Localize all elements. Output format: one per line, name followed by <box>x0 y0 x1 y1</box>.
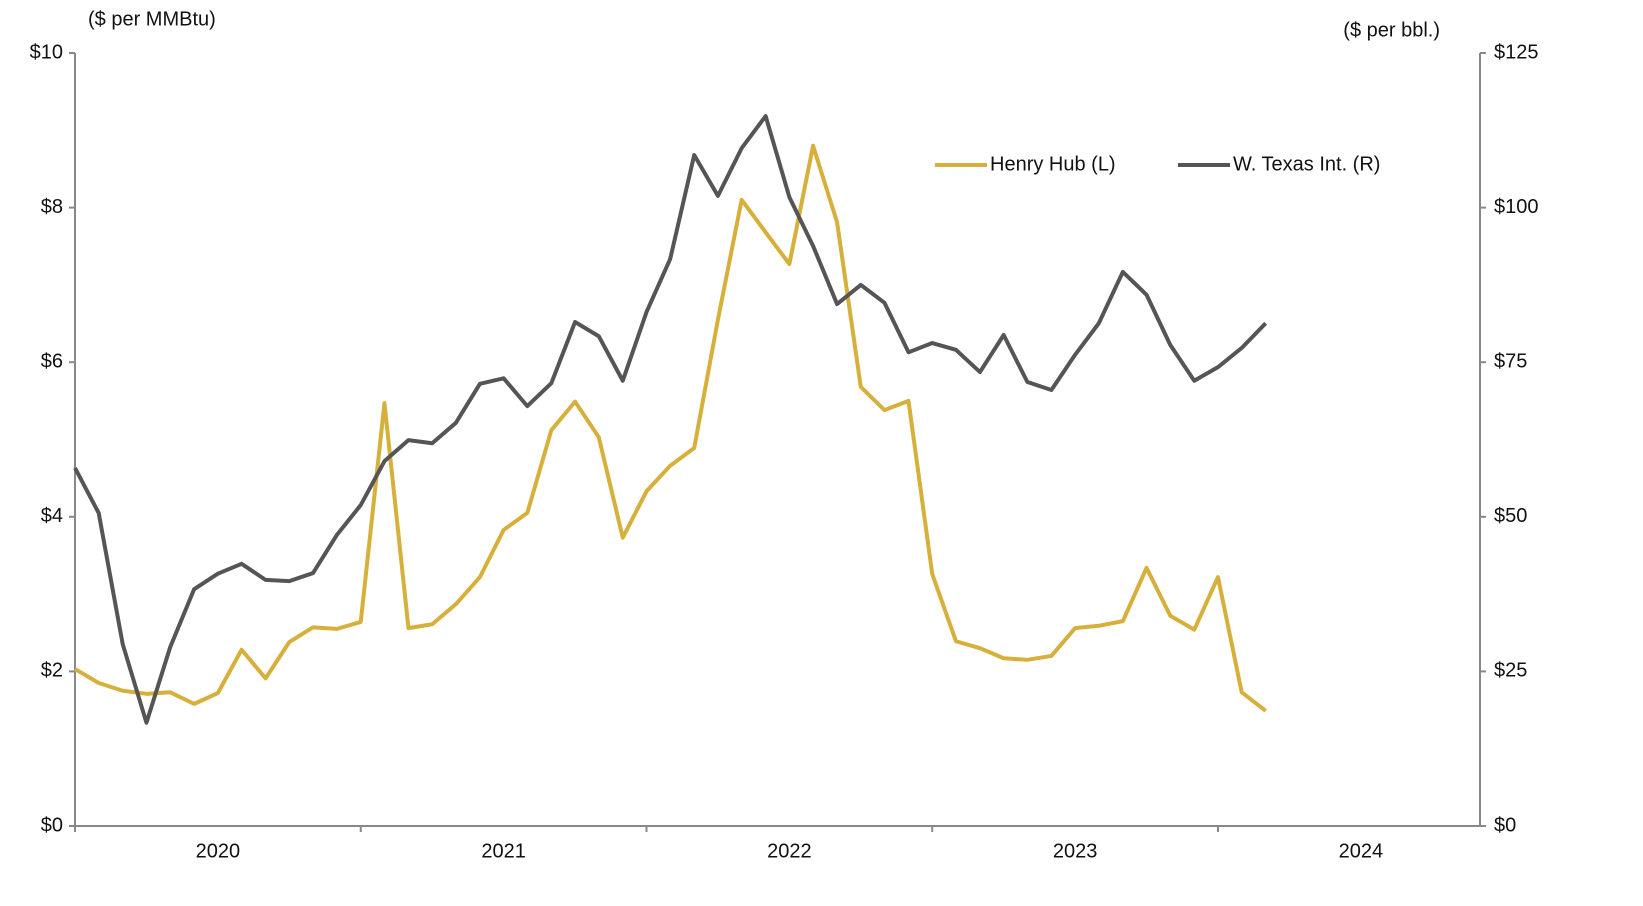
x-tick-label: 2023 <box>1053 840 1098 862</box>
y2-tick-label: $0 <box>1494 814 1516 836</box>
y-axis-title: ($ per MMBtu) <box>88 8 216 30</box>
y2-tick-label: $100 <box>1494 196 1539 218</box>
x-tick-label: 2020 <box>196 840 241 862</box>
legend-label: Henry Hub (L) <box>990 153 1116 175</box>
y2-axis-title: ($ per bbl.) <box>1343 19 1440 41</box>
y-tick-label: $6 <box>41 350 63 372</box>
y2-tick-label: $25 <box>1494 660 1527 682</box>
y2-tick-label: $75 <box>1494 350 1527 372</box>
y2-tick-label: $125 <box>1494 41 1539 63</box>
y-tick-label: $2 <box>41 660 63 682</box>
x-tick-label: 2021 <box>481 840 526 862</box>
legend-label: W. Texas Int. (R) <box>1233 153 1380 175</box>
x-tick-label: 2022 <box>767 840 812 862</box>
y-tick-label: $0 <box>41 814 63 836</box>
y-tick-label: $4 <box>41 505 63 527</box>
y2-tick-label: $50 <box>1494 505 1527 527</box>
y-tick-label: $10 <box>30 41 63 63</box>
series-line <box>73 114 1268 725</box>
y-tick-label: $8 <box>41 196 63 218</box>
x-tick-label: 2024 <box>1339 840 1384 862</box>
series-line <box>73 143 1267 713</box>
